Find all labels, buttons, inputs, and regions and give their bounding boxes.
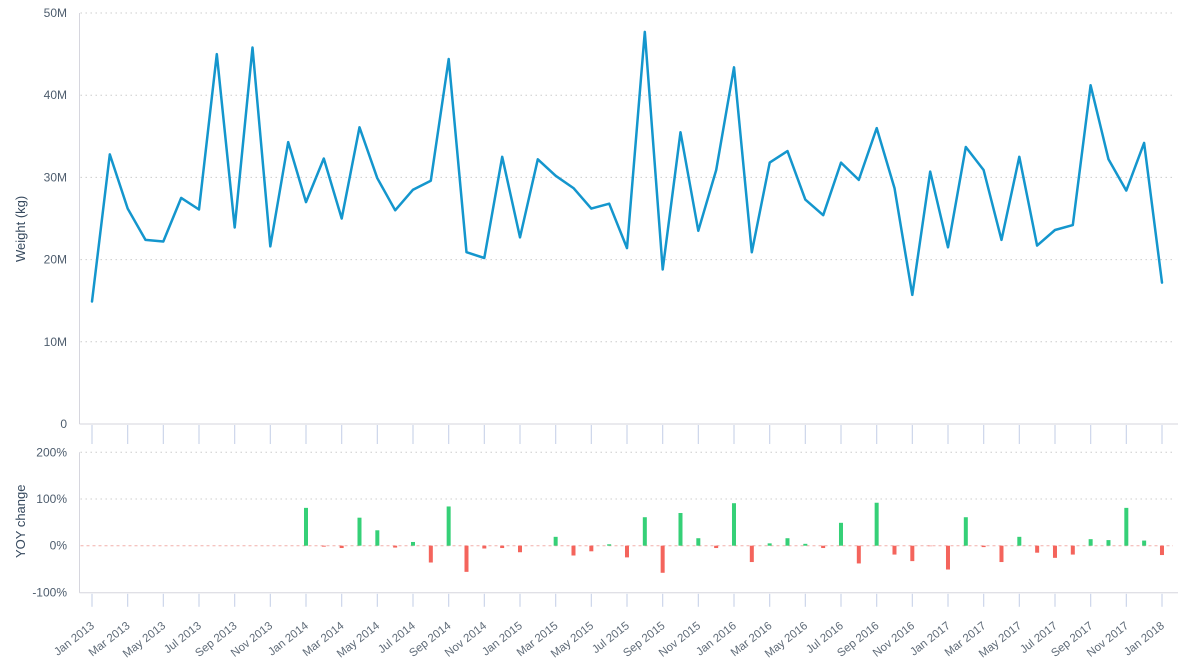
axes-layer [79,13,1178,607]
yoy-bar-negative [1159,545,1164,556]
yoy-bar-negative [660,545,665,573]
yoy-bar-negative [571,545,576,556]
yoy-bar-positive [410,541,415,546]
x-tick-label: Jan 2018 [1122,620,1167,659]
yoy-y-tick-label: 100% [36,492,67,506]
weight-y-tick-label: 20M [44,253,67,267]
yoy-bar-negative [981,545,986,548]
yoy-y-tick-label: 0% [50,539,68,553]
yoy-bar-positive [446,506,451,546]
yoy-bar-positive [803,543,808,546]
yoy-bar-negative [500,545,505,549]
yoy-bar-positive [1124,507,1129,546]
weight-y-tick-label: 50M [44,6,67,20]
yoy-bar-negative [892,545,897,555]
yoy-bar-negative [624,545,629,558]
yoy-bar-positive [1088,539,1093,546]
yoy-bar-positive [963,517,968,546]
yoy-bar-negative [464,545,469,572]
series-layer [90,30,1164,573]
yoy-bar-negative [910,545,915,562]
yoy-bar-positive [553,536,558,546]
yoy-y-tick-label: -100% [32,585,67,599]
yoy-bar-positive [874,502,879,546]
yoy-bar-positive [731,503,736,546]
weight-y-tick-label: 10M [44,335,67,349]
yoy-bar-positive [696,538,701,546]
yoy-bar-positive [607,544,612,546]
weight-y-tick-label: 0 [60,417,67,431]
yoy-bar-negative [999,545,1004,563]
weight-y-tick-label: 40M [44,88,67,102]
yoy-bar-positive [678,513,683,546]
yoy-bar-negative [714,545,719,549]
weight-line [90,30,1164,303]
yoy-bar-positive [767,543,772,546]
yoy-bar-negative [428,545,433,563]
yoy-bar-negative [1070,545,1075,555]
yoy-bar-negative [821,545,826,549]
yoy-bar-negative [1035,545,1040,553]
yoy-bar-positive [1142,540,1147,546]
yoy-bar-negative [517,545,522,553]
yoy-bar-positive [1106,540,1111,546]
yoy-y-tick-label: 200% [36,445,67,459]
yoy-bar-negative [393,545,398,548]
yoy-bar-negative [856,545,861,564]
gridlines-layer [80,12,1173,547]
yoy-axis-title: YOY change [13,484,28,558]
yoy-bar-positive [375,530,380,546]
yoy-bar-negative [589,545,594,552]
yoy-bar-negative [339,545,344,549]
yoy-bar-negative [945,545,950,570]
yoy-bar-negative [482,545,487,549]
yoy-bar-positive [303,507,308,546]
yoy-bar-positive [1017,536,1022,546]
yoy-bar-negative [321,545,326,547]
yoy-bar-negative [749,545,754,563]
yoy-bar-positive [785,538,790,546]
yoy-bar-positive [357,517,362,546]
yoy-bar-positive [642,517,647,546]
yoy-bar-positive [838,522,843,546]
weight-axis-title: Weight (kg) [13,195,28,262]
weight-y-tick-label: 30M [44,170,67,184]
yoy-bar-negative [1052,545,1057,558]
